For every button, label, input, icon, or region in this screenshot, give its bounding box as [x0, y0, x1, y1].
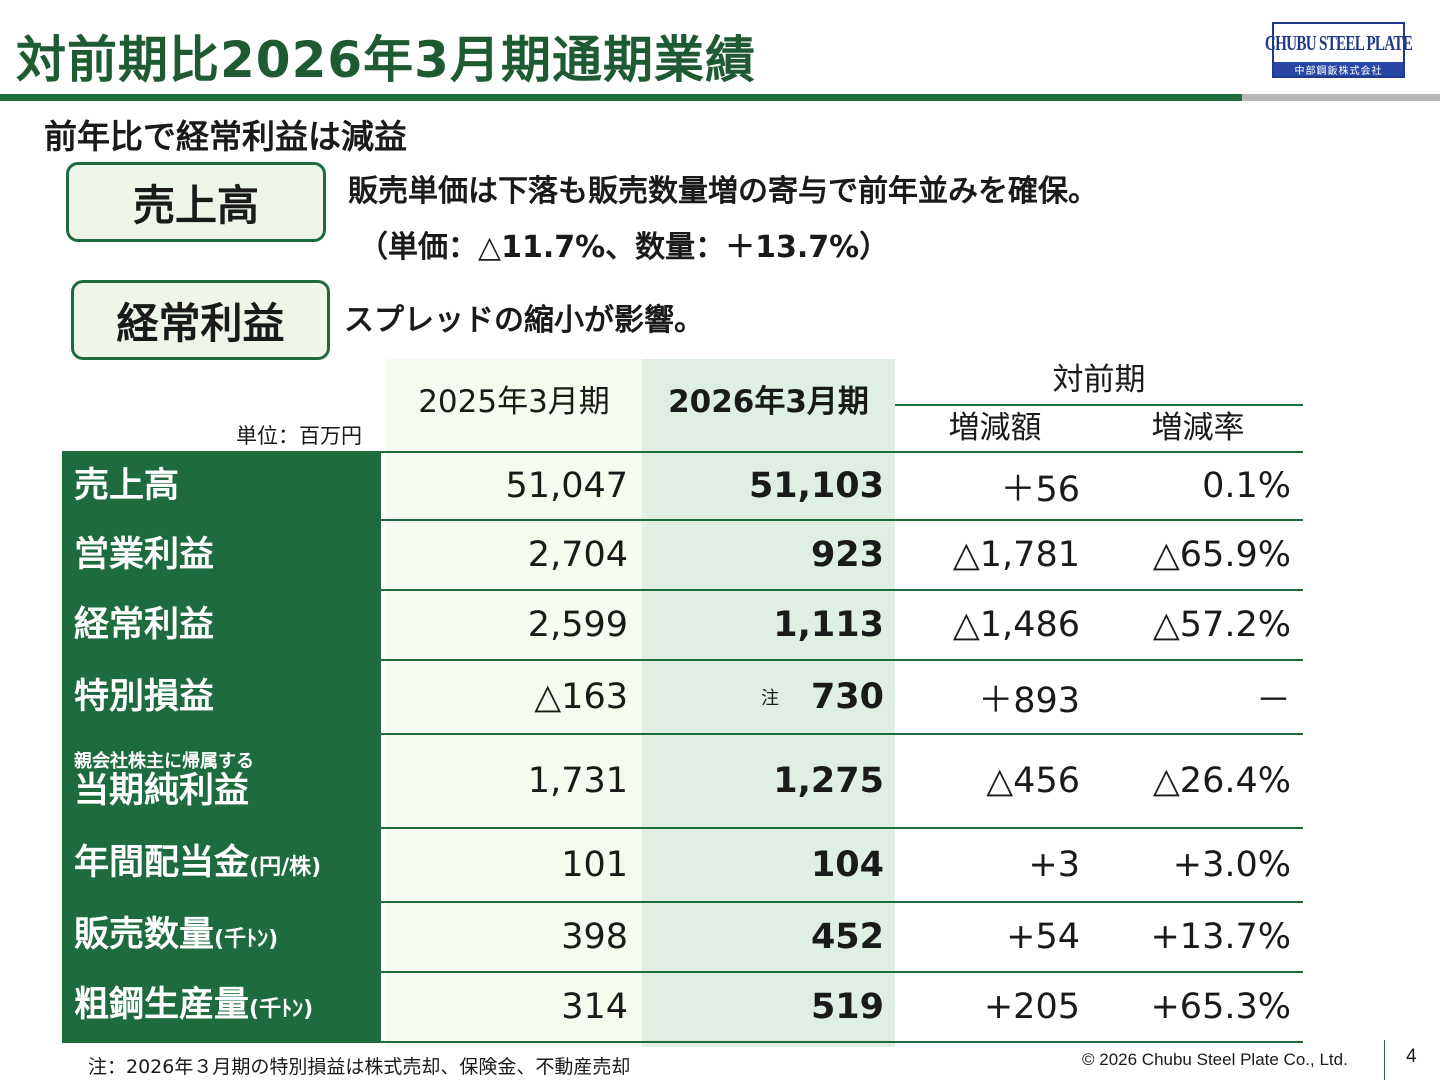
logo-company-name: 中部鋼鈑株式会社 — [1274, 62, 1403, 77]
table-row: 特別損益 △163 注 730 ＋893 － — [62, 661, 1303, 735]
cell-difference: ＋893 — [978, 680, 1080, 721]
slide-subtitle: 前年比で経常利益は減益 — [44, 117, 407, 156]
cell-difference: △456 — [986, 761, 1080, 801]
header-rule-gray — [1242, 94, 1440, 101]
current-value: 519 — [810, 987, 884, 1027]
row-header: 年間配当金(円/株) — [62, 829, 384, 901]
page-title: 対前期比2026年3月期通期業績 — [16, 31, 756, 89]
header-divider — [895, 404, 1303, 406]
row-label-unit: (円/株) — [249, 854, 322, 880]
row-header: 販売数量(千ﾄﾝ) — [62, 903, 384, 971]
row-label: 粗鋼生産量 — [74, 984, 250, 1025]
footnote: 注：2026年３月期の特別損益は株式売却、保険金、不動産売却 — [88, 1056, 631, 1078]
current-value: 730 — [810, 677, 884, 717]
current-value: 452 — [810, 917, 884, 957]
cell-prev-value: 1,731 — [527, 761, 628, 801]
cell-current-value: 104 — [641, 829, 894, 901]
row-label: 営業利益 — [74, 535, 215, 575]
footer-divider — [1384, 1040, 1385, 1080]
row-label: 経常利益 — [74, 605, 215, 645]
cell-change-rate: － — [1255, 680, 1291, 721]
results-table: 売上高 51,047 51,103 ＋56 0.1% 営業利益 2,704 923 △1,781… — [62, 451, 1303, 1043]
cell-prev-value: 314 — [561, 987, 628, 1027]
table-row: 営業利益 2,704 923 △1,781 △65.9% — [62, 521, 1303, 591]
row-label: 売上高 — [74, 466, 180, 506]
row-header: 粗鋼生産量(千ﾄﾝ) — [62, 973, 384, 1041]
page-number: 4 — [1406, 1046, 1417, 1067]
table-row: 経常利益 2,599 1,113 △1,486 △57.2% — [62, 591, 1303, 661]
highlight-tag-sales: 売上高 — [66, 162, 326, 242]
cell-change-rate: △26.4% — [1152, 761, 1291, 801]
header-prev-period: 2025年3月期 — [418, 384, 610, 420]
header-difference: 増減額 — [948, 410, 1042, 446]
row-header: 特別損益 — [62, 661, 384, 733]
cell-current-value: 注 730 — [641, 661, 894, 733]
cell-difference: +205 — [983, 987, 1080, 1027]
company-logo: CHUBU STEEL PLATE 中部鋼鈑株式会社 — [1264, 22, 1413, 78]
cell-change-rate: +13.7% — [1150, 917, 1291, 957]
highlight-tag-ordinary-profit: 経常利益 — [71, 280, 330, 360]
cell-change-rate: +3.0% — [1172, 845, 1291, 885]
copyright: © 2026 Chubu Steel Plate Co., Ltd. — [1082, 1050, 1348, 1069]
table-row: 販売数量(千ﾄﾝ) 398 452 +54 +13.7% — [62, 903, 1303, 973]
row-label-unit: (千ﾄﾝ) — [214, 926, 279, 952]
row-header: 経常利益 — [62, 591, 384, 659]
row-header: 親会社株主に帰属する 当期純利益 — [62, 735, 384, 827]
row-header: 売上高 — [62, 453, 384, 519]
cell-prev-value: 101 — [561, 845, 628, 885]
current-value: 1,113 — [773, 605, 884, 645]
cell-change-rate: +65.3% — [1150, 987, 1291, 1027]
header-current-period: 2026年3月期 — [668, 384, 869, 420]
cell-current-value: 923 — [641, 521, 894, 589]
cell-current-value: 1,275 — [641, 735, 894, 827]
cell-prev-value: 2,599 — [527, 605, 628, 645]
current-value: 51,103 — [748, 466, 884, 506]
cell-prev-value: △163 — [534, 677, 628, 717]
row-label: 特別損益 — [74, 677, 215, 717]
current-value: 104 — [810, 845, 884, 885]
cell-change-rate: 0.1% — [1202, 466, 1291, 506]
cell-current-value: 519 — [641, 973, 894, 1041]
cell-prev-value: 2,704 — [527, 535, 628, 575]
header-rule-green — [0, 94, 1242, 101]
cell-difference: +3 — [1028, 845, 1080, 885]
row-label: 販売数量 — [74, 914, 215, 955]
column-bg-prev — [386, 359, 642, 1047]
row-label: 当期純利益 — [74, 771, 250, 811]
current-value: 923 — [810, 535, 884, 575]
cell-change-rate: △57.2% — [1152, 605, 1291, 645]
cell-difference: △1,781 — [952, 535, 1080, 575]
row-label-unit: (千ﾄﾝ) — [249, 996, 314, 1022]
header-change-rate: 増減率 — [1151, 410, 1245, 446]
cell-difference: △1,486 — [952, 605, 1080, 645]
cell-prev-value: 51,047 — [505, 466, 628, 506]
table-row: 親会社株主に帰属する 当期純利益 1,731 1,275 △456 △26.4% — [62, 735, 1303, 829]
header-yoy: 対前期 — [1052, 362, 1146, 398]
logo-wordmark: CHUBU STEEL PLATE — [1264, 30, 1413, 55]
cell-current-value: 51,103 — [641, 453, 894, 519]
cell-difference: +54 — [1006, 917, 1080, 957]
current-value: 1,275 — [773, 761, 884, 801]
table-row: 年間配当金(円/株) 101 104 +3 +3.0% — [62, 829, 1303, 903]
unit-label: 単位：百万円 — [236, 424, 362, 448]
note-marker: 注 — [761, 688, 779, 709]
table-row: 売上高 51,047 51,103 ＋56 0.1% — [62, 451, 1303, 521]
cell-current-value: 452 — [641, 903, 894, 971]
highlight-ordinary-profit-line1: スプレッドの縮小が影響。 — [344, 303, 704, 338]
cell-change-rate: △65.9% — [1152, 535, 1291, 575]
cell-difference: ＋56 — [1000, 469, 1080, 510]
table-row: 粗鋼生産量(千ﾄﾝ) 314 519 +205 +65.3% — [62, 973, 1303, 1043]
column-bg-current — [642, 359, 895, 1047]
row-label-prefix: 親会社株主に帰属する — [74, 751, 254, 772]
cell-current-value: 1,113 — [641, 591, 894, 659]
cell-prev-value: 398 — [561, 917, 628, 957]
row-label: 年間配当金 — [74, 842, 250, 883]
highlight-sales-line1: 販売単価は下落も販売数量増の寄与で前年並みを確保。 — [348, 174, 1098, 209]
row-header: 営業利益 — [62, 521, 384, 589]
highlight-sales-line2: （単価：△11.7%、数量：＋13.7%） — [358, 230, 890, 265]
